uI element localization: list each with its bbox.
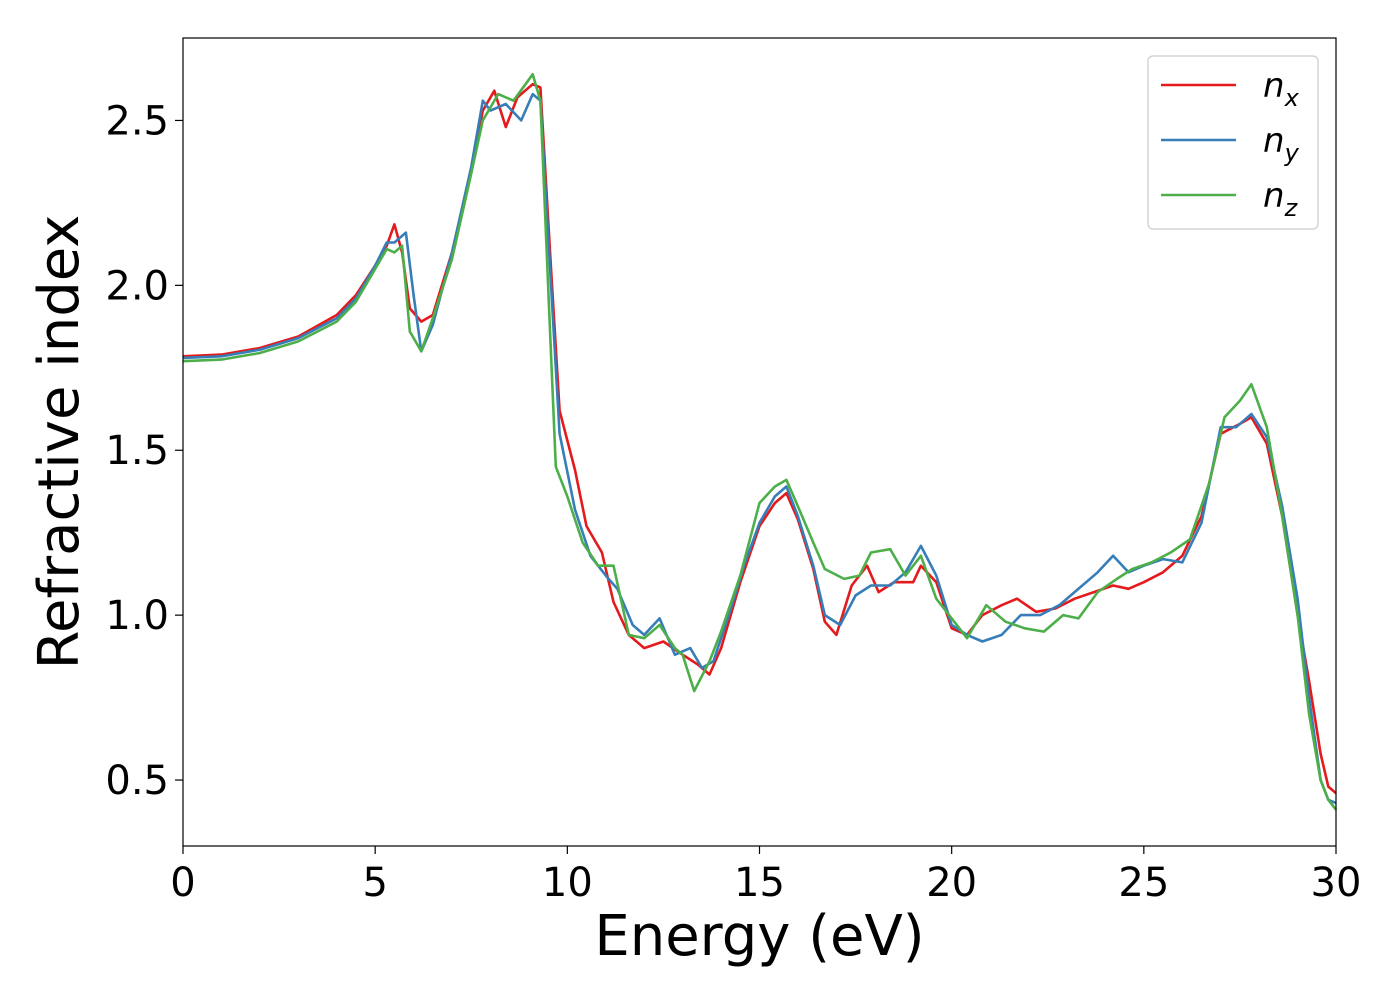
legend-label-nz: nz xyxy=(1263,176,1299,222)
legend-label-nx: nx xyxy=(1263,66,1300,112)
series-layer xyxy=(182,73,1338,811)
x-tick-label: 10 xyxy=(542,860,593,906)
series-line-nz xyxy=(182,73,1338,811)
y-tick-label: 2.0 xyxy=(105,263,169,309)
x-tick-label: 20 xyxy=(926,860,977,906)
y-axis-title: Refractive index xyxy=(27,215,92,670)
y-tick-label: 0.5 xyxy=(105,758,169,804)
y-tick-label: 1.0 xyxy=(105,593,169,639)
x-tick-label: 25 xyxy=(1118,860,1169,906)
legend: nx ny nz xyxy=(1147,55,1319,230)
y-axis: 0.5 1.0 1.5 2.0 2.5 xyxy=(105,98,183,804)
x-tick-label: 15 xyxy=(734,860,785,906)
x-axis: 0 5 10 15 20 25 30 xyxy=(170,846,1361,906)
y-tick-label: 1.5 xyxy=(105,428,169,474)
y-tick-label: 2.5 xyxy=(105,98,169,144)
x-tick-label: 5 xyxy=(362,860,387,906)
legend-box xyxy=(1147,55,1319,230)
x-axis-title: Energy (eV) xyxy=(594,904,924,969)
series-line-ny xyxy=(182,92,1337,805)
x-tick-label: 30 xyxy=(1311,860,1362,906)
legend-label-ny: ny xyxy=(1263,121,1300,167)
plot-background xyxy=(183,38,1336,846)
x-tick-label: 0 xyxy=(170,860,195,906)
